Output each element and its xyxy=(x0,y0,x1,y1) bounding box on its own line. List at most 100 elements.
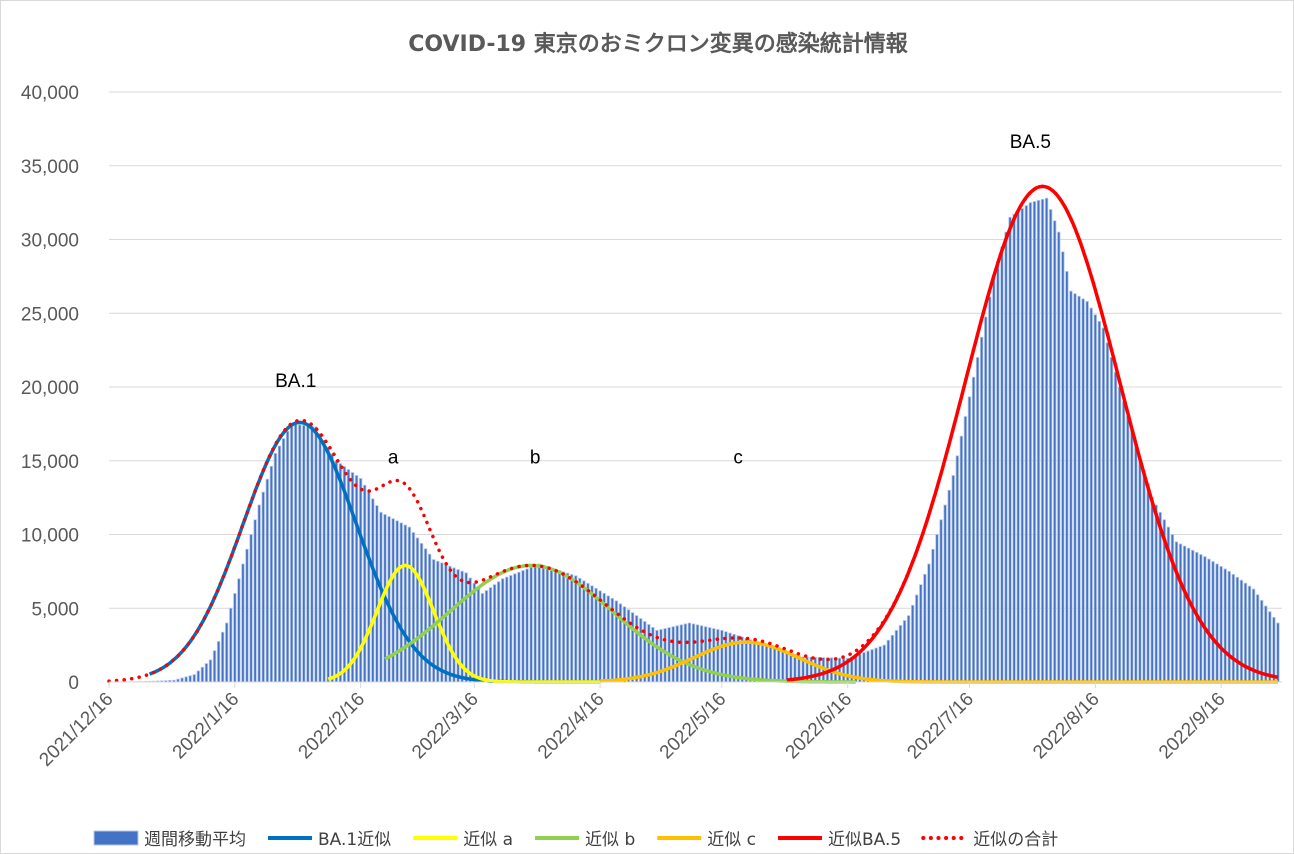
bar xyxy=(200,666,205,683)
bar xyxy=(261,491,265,683)
bar xyxy=(196,670,200,683)
bar xyxy=(334,460,338,683)
bar xyxy=(257,504,261,683)
x-tick-label: 2022/7/16 xyxy=(903,689,978,764)
bar xyxy=(894,629,899,683)
x-tick-label: 2022/9/16 xyxy=(1155,689,1230,764)
bar xyxy=(923,573,927,683)
bar xyxy=(1154,504,1158,683)
bar xyxy=(265,478,269,683)
bar xyxy=(541,564,545,683)
bar xyxy=(1085,301,1089,683)
bar xyxy=(241,563,245,683)
bar xyxy=(1272,616,1276,683)
y-tick-label: 30,000 xyxy=(21,231,79,252)
bar xyxy=(407,526,412,683)
annotation-label: c xyxy=(733,448,743,469)
bar xyxy=(679,624,683,683)
bar xyxy=(817,657,821,683)
bar xyxy=(476,587,481,683)
bar xyxy=(959,435,964,683)
y-tick-label: 25,000 xyxy=(21,304,79,325)
bar xyxy=(225,622,229,683)
bar xyxy=(967,396,972,683)
bar xyxy=(683,623,688,683)
bar xyxy=(338,463,343,683)
bar xyxy=(1211,561,1215,683)
bar xyxy=(375,505,379,683)
bar xyxy=(1215,563,1219,683)
bar xyxy=(1255,594,1260,683)
bar xyxy=(590,585,594,683)
legend-label: BA.1近似 xyxy=(318,830,391,850)
bar xyxy=(557,570,562,683)
bar xyxy=(342,466,347,683)
bar xyxy=(1207,558,1211,683)
bar xyxy=(813,656,817,683)
bar xyxy=(188,675,192,683)
bar xyxy=(488,587,493,683)
fit-line-近似 b xyxy=(384,563,856,684)
bar xyxy=(253,519,257,683)
fit-line-近似BA.5 xyxy=(786,184,1279,682)
bar xyxy=(1174,541,1179,683)
bar xyxy=(298,424,302,683)
bar xyxy=(521,570,525,683)
bar xyxy=(269,465,274,683)
bar xyxy=(886,639,890,683)
bar xyxy=(533,565,537,683)
bar xyxy=(1186,547,1191,683)
y-tick-label: 35,000 xyxy=(21,157,79,178)
legend-swatch xyxy=(93,830,139,846)
bar xyxy=(1077,295,1081,683)
bar xyxy=(399,522,403,683)
bar xyxy=(1150,497,1154,683)
bar xyxy=(1178,543,1183,683)
bar xyxy=(1122,401,1126,683)
bar xyxy=(772,647,777,683)
bar xyxy=(525,568,529,683)
bar xyxy=(1264,605,1268,683)
bar xyxy=(363,484,367,683)
bar xyxy=(687,622,692,683)
bar xyxy=(204,663,209,683)
bar xyxy=(1048,209,1053,683)
bar xyxy=(302,424,306,683)
bar xyxy=(1142,470,1146,683)
bar xyxy=(350,472,355,683)
bar xyxy=(367,491,371,683)
bar xyxy=(1020,208,1024,683)
bar xyxy=(517,571,521,683)
bar xyxy=(273,452,278,683)
bar xyxy=(1158,511,1162,683)
bar xyxy=(1000,246,1004,683)
annotation-label: a xyxy=(388,448,399,469)
bar xyxy=(561,571,566,683)
bar xyxy=(553,568,558,683)
y-tick-label: 10,000 xyxy=(21,526,79,547)
bar xyxy=(419,542,424,683)
bar xyxy=(395,520,399,683)
bar xyxy=(216,641,221,683)
legend-label: 近似 b xyxy=(585,830,635,850)
legend: 週間移動平均 BA.1近似 近似 a 近似 b 近似 c 近似BA.5 近似の合計 xyxy=(93,830,1058,850)
bar xyxy=(935,534,939,683)
bar xyxy=(874,647,878,683)
bar xyxy=(472,582,476,683)
bar xyxy=(878,646,882,683)
bar xyxy=(237,578,241,683)
bar xyxy=(955,455,959,683)
bar xyxy=(1219,566,1223,683)
bar xyxy=(1203,556,1207,683)
bar xyxy=(1191,549,1195,683)
bar xyxy=(915,594,919,683)
bar xyxy=(870,649,874,683)
bar xyxy=(192,674,196,683)
bar xyxy=(440,562,444,683)
bar xyxy=(866,650,870,683)
bar xyxy=(996,261,1000,683)
bar xyxy=(663,628,667,683)
bar xyxy=(448,565,452,683)
bar xyxy=(1223,568,1227,683)
bar xyxy=(586,582,590,683)
